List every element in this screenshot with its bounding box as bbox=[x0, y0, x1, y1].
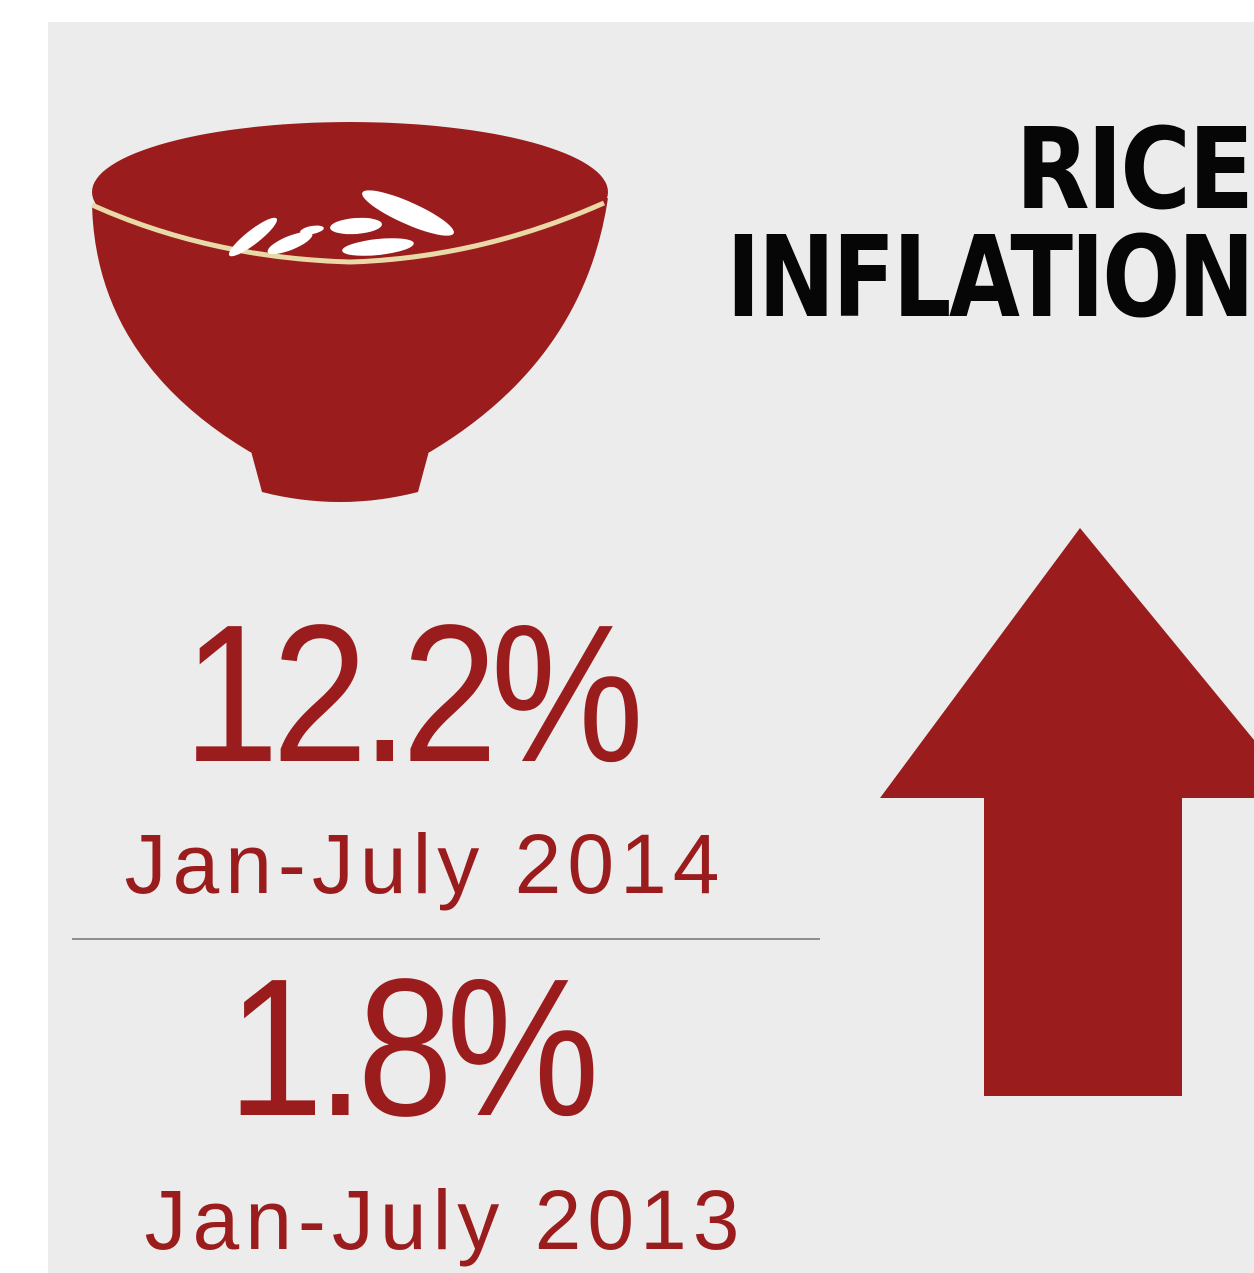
stat-value-2014: 12.2% bbox=[183, 584, 644, 803]
stat-value-2013: 1.8% bbox=[227, 938, 600, 1157]
title-line-1: RICE bbox=[1015, 105, 1254, 235]
arrow-up-icon bbox=[880, 528, 1254, 1096]
title-line-2: INFLATION bbox=[726, 213, 1254, 343]
stat-period-2014: Jan-July 2014 bbox=[124, 817, 726, 911]
stat-period-2013: Jan-July 2013 bbox=[144, 1173, 746, 1267]
rice-bowl-icon bbox=[90, 122, 608, 502]
stat-divider bbox=[72, 938, 820, 940]
rice-grains bbox=[228, 190, 454, 257]
